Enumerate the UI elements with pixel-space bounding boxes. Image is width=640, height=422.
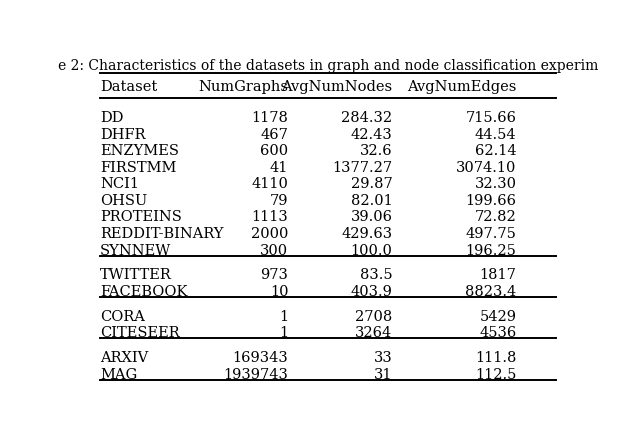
Text: 5429: 5429 <box>479 310 516 324</box>
Text: e 2: Characteristics of the datasets in graph and node classification experim: e 2: Characteristics of the datasets in … <box>58 59 598 73</box>
Text: FIRSTMM: FIRSTMM <box>100 161 176 175</box>
Text: 467: 467 <box>260 127 288 142</box>
Text: 3074.10: 3074.10 <box>456 161 516 175</box>
Text: 199.66: 199.66 <box>465 194 516 208</box>
Text: 1377.27: 1377.27 <box>332 161 392 175</box>
Text: 111.8: 111.8 <box>475 351 516 365</box>
Text: TWITTER: TWITTER <box>100 268 172 282</box>
Text: 1817: 1817 <box>479 268 516 282</box>
Text: 3264: 3264 <box>355 326 392 341</box>
Text: 83.5: 83.5 <box>360 268 392 282</box>
Text: 4536: 4536 <box>479 326 516 341</box>
Text: FACEBOOK: FACEBOOK <box>100 285 188 299</box>
Text: 1: 1 <box>279 310 288 324</box>
Text: 1939743: 1939743 <box>223 368 288 382</box>
Text: 4110: 4110 <box>252 177 288 191</box>
Text: CITESEER: CITESEER <box>100 326 179 341</box>
Text: 10: 10 <box>270 285 288 299</box>
Text: MAG: MAG <box>100 368 137 382</box>
Text: 41: 41 <box>270 161 288 175</box>
Text: 31: 31 <box>374 368 392 382</box>
Text: 82.01: 82.01 <box>351 194 392 208</box>
Text: 169343: 169343 <box>232 351 288 365</box>
Text: 79: 79 <box>270 194 288 208</box>
Text: 284.32: 284.32 <box>341 111 392 125</box>
Text: 1: 1 <box>279 326 288 341</box>
Text: 32.30: 32.30 <box>474 177 516 191</box>
Text: 44.54: 44.54 <box>475 127 516 142</box>
Text: 42.43: 42.43 <box>351 127 392 142</box>
Text: 715.66: 715.66 <box>465 111 516 125</box>
Text: 2000: 2000 <box>251 227 288 241</box>
Text: PROTEINS: PROTEINS <box>100 211 182 225</box>
Text: OHSU: OHSU <box>100 194 147 208</box>
Text: 32.6: 32.6 <box>360 144 392 158</box>
Text: 1178: 1178 <box>252 111 288 125</box>
Text: ENZYMES: ENZYMES <box>100 144 179 158</box>
Text: 100.0: 100.0 <box>351 243 392 258</box>
Text: SYNNEW: SYNNEW <box>100 243 171 258</box>
Text: NCI1: NCI1 <box>100 177 139 191</box>
Text: AvgNumNodes: AvgNumNodes <box>282 81 392 95</box>
Text: DD: DD <box>100 111 124 125</box>
Text: 1113: 1113 <box>252 211 288 225</box>
Text: 112.5: 112.5 <box>475 368 516 382</box>
Text: NumGraphs: NumGraphs <box>198 81 288 95</box>
Text: 39.06: 39.06 <box>351 211 392 225</box>
Text: AvgNumEdges: AvgNumEdges <box>407 81 516 95</box>
Text: REDDIT-BINARY: REDDIT-BINARY <box>100 227 223 241</box>
Text: DHFR: DHFR <box>100 127 145 142</box>
Text: 196.25: 196.25 <box>466 243 516 258</box>
Text: 403.9: 403.9 <box>351 285 392 299</box>
Text: 33: 33 <box>374 351 392 365</box>
Text: 973: 973 <box>260 268 288 282</box>
Text: CORA: CORA <box>100 310 145 324</box>
Text: 429.63: 429.63 <box>341 227 392 241</box>
Text: 2708: 2708 <box>355 310 392 324</box>
Text: 8823.4: 8823.4 <box>465 285 516 299</box>
Text: 600: 600 <box>260 144 288 158</box>
Text: ARXIV: ARXIV <box>100 351 148 365</box>
Text: 62.14: 62.14 <box>475 144 516 158</box>
Text: 72.82: 72.82 <box>475 211 516 225</box>
Text: 497.75: 497.75 <box>466 227 516 241</box>
Text: 300: 300 <box>260 243 288 258</box>
Text: Dataset: Dataset <box>100 81 157 95</box>
Text: 29.87: 29.87 <box>351 177 392 191</box>
